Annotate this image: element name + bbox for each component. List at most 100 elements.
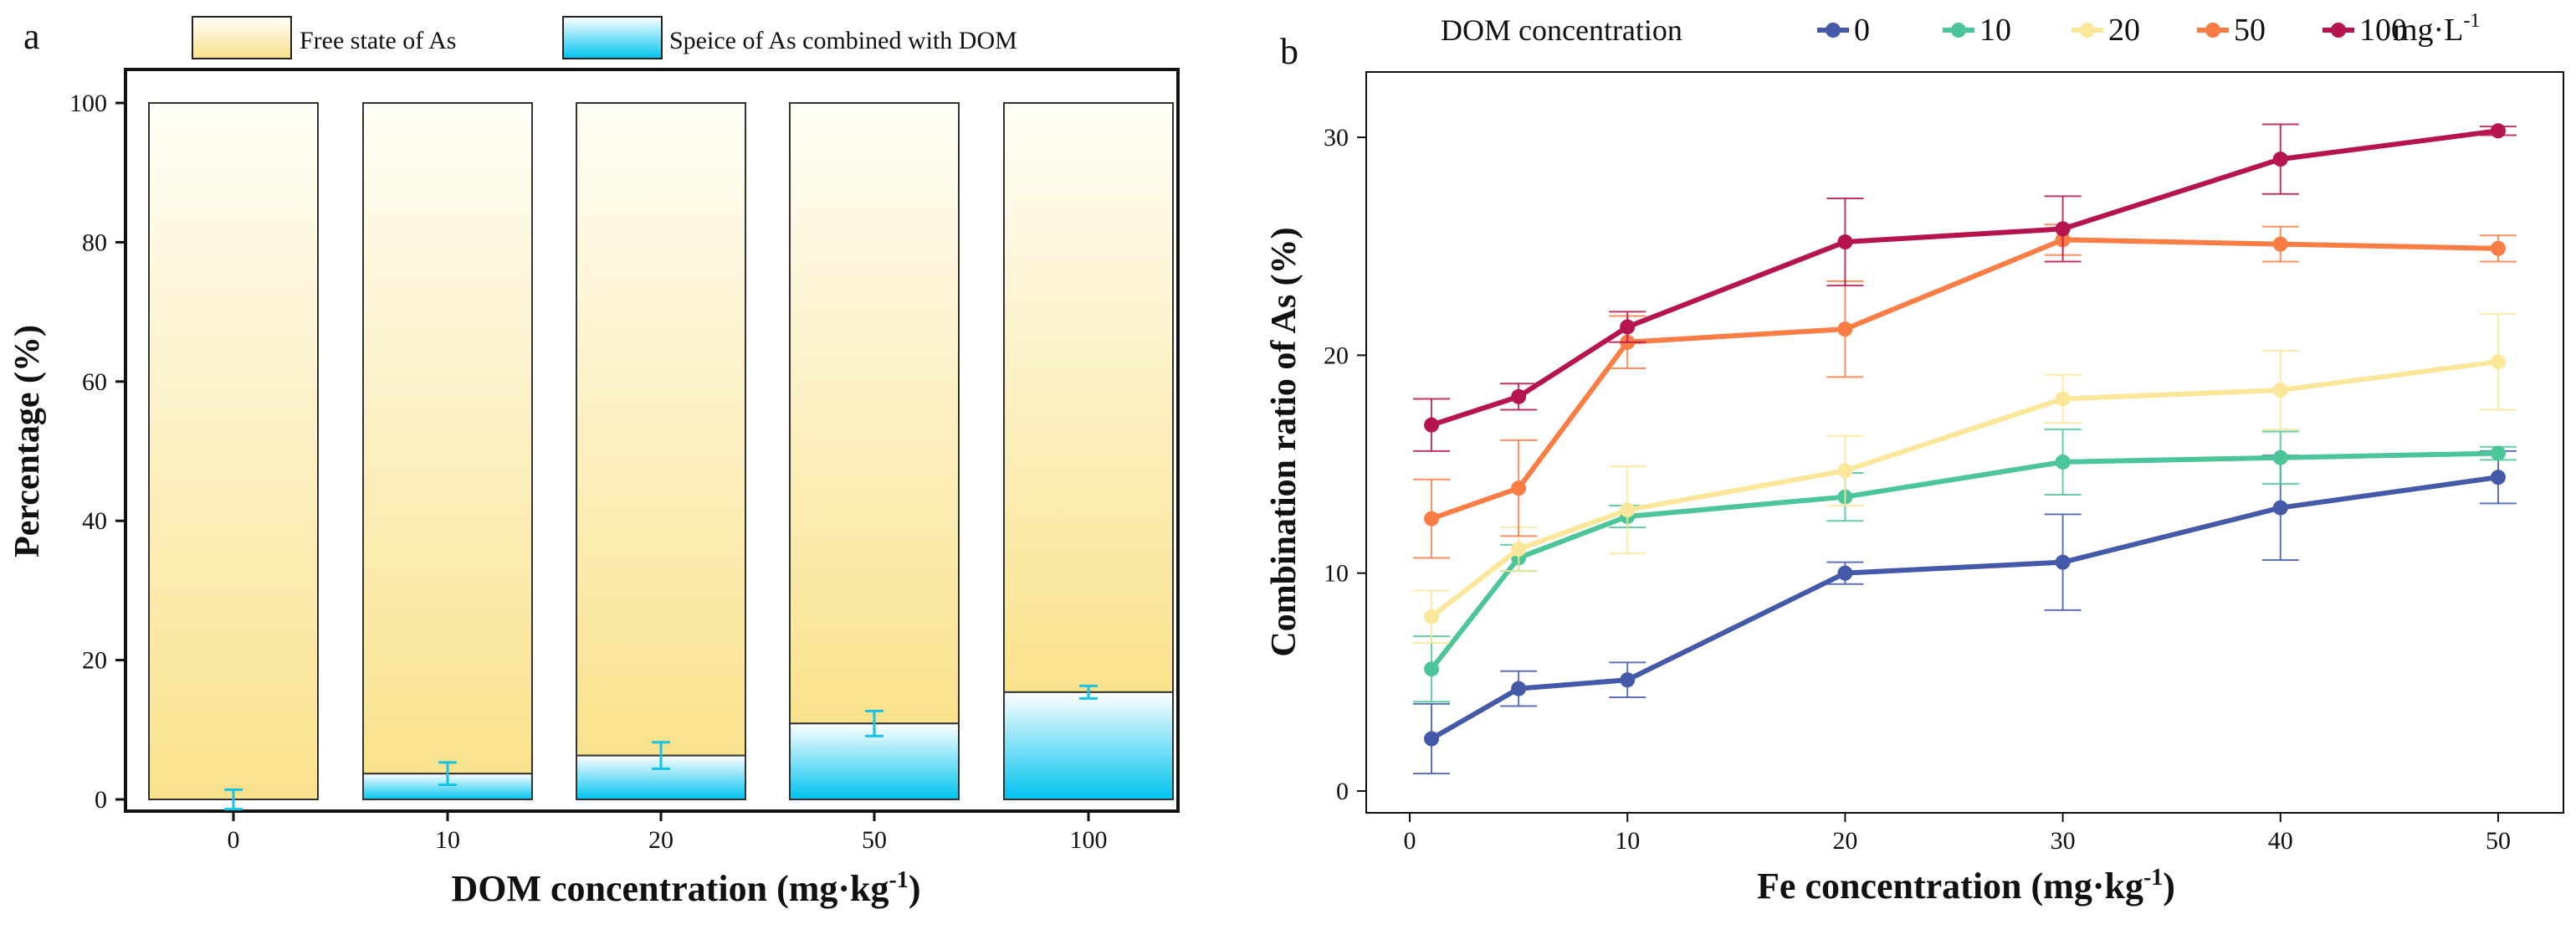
panel-a-y-ticks: 0 20 40 60 80 100: [69, 90, 107, 814]
panel-a-bars: [115, 101, 1174, 821]
error-bar: [438, 761, 457, 787]
panel-a-plot-frame: [124, 68, 1180, 813]
panel-a-x-axis-title: DOM concentration (mg·kg-1): [451, 867, 920, 909]
legend-label: 100: [2359, 13, 2407, 48]
data-point: [1620, 502, 1636, 518]
legend-label: 50: [2234, 13, 2266, 48]
panel-b-y-axis-title: Combination ratio of As (%): [1265, 227, 1303, 656]
data-point: [2490, 354, 2506, 370]
data-point: [1424, 511, 1440, 527]
y-tick-label: 100: [69, 90, 107, 117]
data-point: [1424, 661, 1440, 677]
y-tick-label: 0: [1336, 778, 1349, 805]
x-tick-label: 10: [435, 826, 460, 854]
data-point: [2490, 240, 2506, 256]
error-bar: [224, 788, 243, 811]
x-tick-label: 20: [1832, 827, 1857, 855]
series-dom-0: [1413, 450, 2517, 775]
y-tick-label: 80: [82, 229, 107, 256]
data-point: [1620, 672, 1636, 688]
panel-a-label: a: [23, 16, 40, 57]
bar-free-state: [1003, 102, 1174, 693]
error-bar: [1079, 684, 1098, 700]
legend-item-20: 20: [2072, 13, 2140, 48]
x-tick-label: 0: [1404, 827, 1416, 855]
legend-item-50: 50: [2197, 13, 2266, 48]
y-tick-label: 0: [95, 786, 107, 814]
legend-swatch-combined: [562, 16, 663, 59]
x-tick-label: 0: [228, 826, 240, 854]
y-tick-label: 10: [1324, 560, 1349, 588]
x-tick-label: 20: [648, 826, 673, 854]
data-point: [1511, 681, 1527, 696]
data-point: [2490, 470, 2506, 486]
panel-b-line-chart: b DOM concentration mg·L-1 0 10 20 50 100 0 …: [1265, 10, 2564, 907]
data-point: [1424, 731, 1440, 747]
data-point: [2272, 152, 2288, 167]
panel-b-legend: DOM concentration mg·L-1 0 10 20 50 100: [1441, 10, 2480, 48]
legend-item-10: 10: [1943, 13, 2011, 48]
series-dom-50: [1413, 224, 2517, 559]
legend-item-100: 100: [2322, 13, 2407, 48]
legend-unit: mg·L-1: [2393, 10, 2480, 48]
data-point: [2055, 221, 2071, 237]
x-tick-label: 100: [1070, 826, 1108, 854]
panel-b-series: [1357, 123, 2517, 822]
series-line: [1430, 475, 2499, 742]
series-dom-100: [1413, 123, 2517, 452]
x-tick-label: 50: [2486, 827, 2511, 855]
data-point: [1424, 417, 1440, 433]
bar-combined-dom: [1003, 691, 1174, 801]
data-point: [2272, 500, 2288, 516]
data-point: [1424, 609, 1440, 624]
panel-b-x-axis-title: Fe concentration (mg·kg-1): [1757, 865, 2175, 907]
x-tick-label: 40: [2268, 827, 2293, 855]
data-point: [2490, 445, 2506, 461]
data-point: [2490, 123, 2506, 139]
legend-marker: [2080, 23, 2095, 38]
panel-a-y-axis-title: Percentage (%): [8, 325, 47, 557]
x-tick-label: 10: [1615, 827, 1640, 855]
y-tick-label: 40: [82, 507, 107, 535]
legend-label-free: Free state of As: [300, 27, 456, 54]
legend-label: 0: [1854, 13, 1870, 48]
bar-free-state: [789, 102, 960, 725]
data-point: [2272, 450, 2288, 465]
error-bar: [865, 709, 883, 737]
panel-b-label: b: [1280, 31, 1298, 72]
panel-a-bar-chart: a Free state of As Speice of As combined…: [8, 16, 1180, 909]
data-point: [1837, 321, 1853, 337]
data-point: [1511, 480, 1527, 496]
data-point: [2055, 454, 2071, 470]
data-point: [1837, 565, 1853, 581]
data-point: [1837, 234, 1853, 250]
y-tick-label: 60: [82, 368, 107, 396]
legend-marker: [1826, 23, 1841, 38]
legend-marker: [2205, 23, 2220, 38]
panel-b-plot-frame: [1365, 71, 2564, 814]
data-point: [1511, 388, 1527, 404]
y-tick-label: 20: [82, 647, 107, 675]
data-point: [1511, 542, 1527, 557]
x-tick-label: 50: [862, 826, 887, 854]
data-point: [1620, 319, 1636, 335]
series-line: [1430, 359, 2499, 619]
panel-b-y-ticks: 0 10 20 30: [1324, 124, 1349, 805]
data-point: [2272, 236, 2288, 252]
data-point: [1837, 463, 1853, 479]
y-tick-label: 30: [1324, 124, 1349, 152]
legend-label: 10: [1979, 13, 2011, 48]
legend-item-0: 0: [1817, 13, 1870, 48]
legend-marker: [2331, 23, 2346, 38]
bar-free-state: [362, 102, 533, 775]
y-tick-label: 20: [1324, 342, 1349, 369]
error-bar: [652, 741, 670, 770]
legend-swatch-free: [192, 16, 292, 59]
legend-label: 20: [2108, 13, 2140, 48]
panel-b-x-ticks: 0 10 20 30 40 50: [1404, 827, 2511, 855]
legend-marker: [1951, 23, 1966, 38]
data-point: [2055, 391, 2071, 407]
panel-a-legend: Free state of As Speice of As combined w…: [192, 16, 1017, 59]
series-line: [1429, 450, 2499, 671]
